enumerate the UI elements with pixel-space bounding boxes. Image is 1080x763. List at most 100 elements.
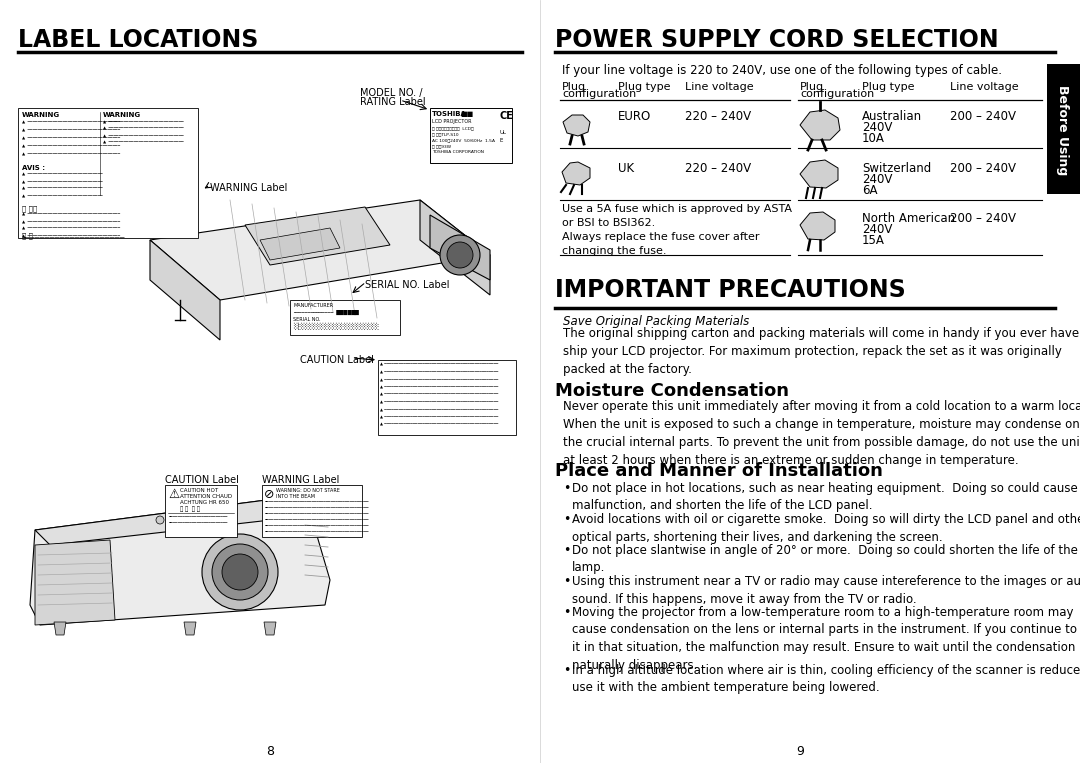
- Circle shape: [440, 235, 480, 275]
- Text: ▲ ────────────────────────────────────────────────: ▲ ──────────────────────────────────────…: [380, 401, 498, 404]
- Text: 240V: 240V: [862, 223, 892, 236]
- Text: ▲  ─────────────────────────────────────: ▲ ─────────────────────────────────────: [22, 144, 120, 148]
- Polygon shape: [800, 110, 840, 140]
- Text: Moisture Condensation: Moisture Condensation: [555, 382, 789, 400]
- Text: Australian: Australian: [862, 110, 922, 123]
- Text: ─────────────────────────────────────────: ────────────────────────────────────────…: [22, 236, 124, 240]
- Bar: [18, 108, 198, 238]
- Text: ────────────────────────────────────────────: ────────────────────────────────────────…: [264, 500, 368, 504]
- Text: ░░░░░░░░░░░░░░░░: ░░░░░░░░░░░░░░░░: [293, 323, 379, 330]
- Text: 10A: 10A: [862, 132, 885, 145]
- Text: ────────────────────────────────────────────: ────────────────────────────────────────…: [264, 524, 368, 528]
- Text: MODEL NO. /: MODEL NO. /: [360, 88, 422, 98]
- Text: SERIAL NO.: SERIAL NO.: [293, 317, 321, 322]
- Text: ▲ ────────────────────────────────────────────────: ▲ ──────────────────────────────────────…: [380, 393, 498, 397]
- Text: WARNING: WARNING: [103, 112, 141, 118]
- Text: ─────────────────────────: ─────────────────────────: [168, 521, 228, 525]
- Text: Moving the projector from a low-temperature room to a high-temperature room may
: Moving the projector from a low-temperat…: [572, 606, 1080, 671]
- Circle shape: [212, 516, 220, 524]
- Text: CAUTION Label: CAUTION Label: [300, 355, 374, 365]
- Text: 200 – 240V: 200 – 240V: [950, 162, 1016, 175]
- Text: 声 明: 声 明: [22, 232, 33, 239]
- Bar: [1047, 64, 1080, 194]
- Text: E: E: [499, 138, 502, 143]
- Text: Line voltage: Line voltage: [685, 82, 754, 92]
- Polygon shape: [150, 200, 490, 300]
- Text: 9: 9: [796, 745, 804, 758]
- Text: Do not place in hot locations, such as near heating equipment.  Doing so could c: Do not place in hot locations, such as n…: [572, 482, 1078, 513]
- Text: ⊘: ⊘: [264, 488, 274, 501]
- Polygon shape: [245, 207, 390, 265]
- Text: WARNING: DO NOT STARE: WARNING: DO NOT STARE: [276, 488, 340, 493]
- Text: ▲ ────────────────────────────────────────────────: ▲ ──────────────────────────────────────…: [380, 371, 498, 375]
- Text: IMPORTANT PRECAUTIONS: IMPORTANT PRECAUTIONS: [555, 278, 906, 302]
- Text: 警 告  注 意: 警 告 注 意: [180, 506, 200, 512]
- Text: UL: UL: [499, 130, 507, 135]
- Text: 240V: 240V: [862, 173, 892, 186]
- Bar: [291, 300, 400, 335]
- Text: The original shipping carton and packing materials will come in handy if you eve: The original shipping carton and packing…: [563, 327, 1080, 376]
- Text: UK: UK: [618, 162, 634, 175]
- Text: 200 – 240V: 200 – 240V: [950, 212, 1016, 225]
- Polygon shape: [264, 622, 276, 635]
- Text: ATTENTION CHAUD: ATTENTION CHAUD: [180, 494, 232, 499]
- Text: SERIAL NO. Label: SERIAL NO. Label: [365, 280, 449, 290]
- Circle shape: [222, 554, 258, 590]
- Text: 消 費：93W: 消 費：93W: [432, 144, 451, 148]
- Text: ■■: ■■: [460, 111, 473, 117]
- Text: Before Using: Before Using: [1056, 85, 1069, 175]
- Text: 8: 8: [266, 745, 274, 758]
- Text: ────────────────────────────────────────────: ────────────────────────────────────────…: [264, 506, 368, 510]
- Circle shape: [198, 516, 206, 524]
- Text: 6A: 6A: [862, 184, 877, 197]
- Text: North American: North American: [862, 212, 955, 225]
- Text: ▲  ──────────────────────────────: ▲ ──────────────────────────────: [103, 127, 184, 131]
- Polygon shape: [430, 215, 490, 280]
- Polygon shape: [54, 622, 66, 635]
- Text: ▲  ─────────────────────────────────────: ▲ ─────────────────────────────────────: [22, 234, 120, 238]
- Text: LABEL LOCATIONS: LABEL LOCATIONS: [18, 28, 258, 52]
- Text: MANUFACTURER: MANUFACTURER: [293, 303, 333, 308]
- Text: CAUTION HOT: CAUTION HOT: [180, 488, 218, 493]
- Text: ────────────────────────────────────────────: ────────────────────────────────────────…: [264, 512, 368, 516]
- Text: ▲  ──────────────────────────────: ▲ ──────────────────────────────: [103, 134, 184, 138]
- Polygon shape: [800, 160, 838, 188]
- Text: 15A: 15A: [862, 234, 885, 247]
- Circle shape: [447, 242, 473, 268]
- Text: 220 – 240V: 220 – 240V: [685, 162, 751, 175]
- Text: 200 – 240V: 200 – 240V: [950, 110, 1016, 123]
- Text: ▲  ─────────────────────────────────────: ▲ ─────────────────────────────────────: [22, 120, 120, 124]
- Text: ACHTUNG HR 650: ACHTUNG HR 650: [180, 500, 229, 505]
- Text: ▲  ──────────────────────────────: ▲ ──────────────────────────────: [22, 187, 103, 191]
- Text: Plug: Plug: [800, 82, 824, 92]
- Text: ▲  ─────────────────────────────────────: ▲ ─────────────────────────────────────: [22, 227, 120, 231]
- Circle shape: [184, 516, 192, 524]
- Text: TOSHIBA: TOSHIBA: [432, 111, 467, 117]
- Text: •: •: [563, 482, 570, 495]
- Polygon shape: [562, 162, 590, 185]
- Text: ▲ ────────────────────────────────────────────────: ▲ ──────────────────────────────────────…: [380, 378, 498, 382]
- Text: ────────────────────────────────────────────: ────────────────────────────────────────…: [264, 518, 368, 522]
- Text: AVIS :: AVIS :: [22, 165, 45, 171]
- Text: ▲ ────────────────────────────────────────────────: ▲ ──────────────────────────────────────…: [380, 423, 498, 427]
- Text: ─────────────────────────: ─────────────────────────: [168, 515, 228, 519]
- Bar: [430, 108, 512, 163]
- Text: Using this instrument near a TV or radio may cause intereference to the images o: Using this instrument near a TV or radio…: [572, 575, 1080, 606]
- Text: LCD PROJECTOR: LCD PROJECTOR: [432, 119, 472, 124]
- Text: 型 名：TLP-S10: 型 名：TLP-S10: [432, 132, 459, 136]
- Text: configuration: configuration: [562, 89, 636, 99]
- Text: ▲  ─────────────────────────────────────: ▲ ─────────────────────────────────────: [22, 152, 120, 156]
- Text: Switzerland: Switzerland: [862, 162, 931, 175]
- Polygon shape: [563, 115, 590, 136]
- Text: Do not place slantwise in angle of 20° or more.  Doing so could shorten the life: Do not place slantwise in angle of 20° o…: [572, 544, 1078, 575]
- Text: ▲  ──────────────────────────────: ▲ ──────────────────────────────: [22, 194, 103, 198]
- Text: ▲ ────────────────────────────────────────────────: ▲ ──────────────────────────────────────…: [380, 363, 498, 367]
- Text: If your line voltage is 220 to 240V, use one of the following types of cable.: If your line voltage is 220 to 240V, use…: [562, 64, 1002, 77]
- Text: 240V: 240V: [862, 121, 892, 134]
- Circle shape: [212, 544, 268, 600]
- Circle shape: [170, 516, 178, 524]
- Text: 警 告：: 警 告：: [22, 205, 37, 211]
- Text: Plug type: Plug type: [862, 82, 915, 92]
- Text: ▲ ────────────────────────────────────────────────: ▲ ──────────────────────────────────────…: [380, 385, 498, 389]
- Polygon shape: [260, 228, 340, 260]
